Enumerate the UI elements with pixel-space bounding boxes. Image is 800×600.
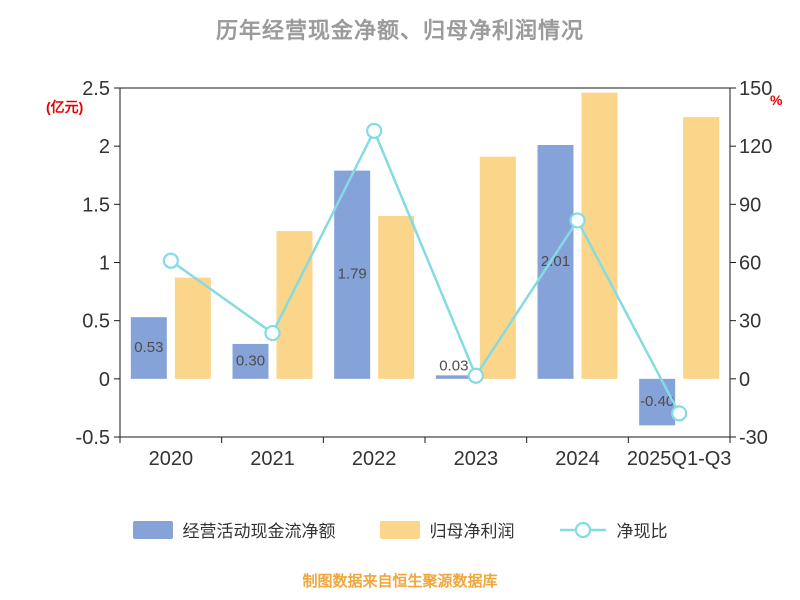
left-axis-tick-label: 1 [99, 253, 110, 275]
legend-line-marker-icon [559, 521, 606, 538]
bar-1-2020 [174, 277, 211, 379]
ratio-line-marker [467, 367, 484, 384]
ratio-line-marker [671, 405, 688, 422]
chart-legend: 经营活动现金流净额 归母净利润 净现比 [0, 517, 800, 542]
plot-frame [119, 87, 731, 438]
right-axis-tick-label: 60 [739, 253, 761, 275]
legend-item-cash-ratio[interactable]: 净现比 [559, 517, 668, 542]
x-axis-tick-label: 2025Q1-Q3 [627, 448, 732, 470]
right-axis-unit-label: % [770, 92, 783, 108]
chart-title: 历年经营现金净额、归母净利润情况 [215, 18, 584, 43]
legend-label-cashflow: 经营活动现金流净额 [182, 522, 336, 541]
left-axis-tick-label: 2 [99, 136, 110, 158]
left-axis-tick-label: 0 [99, 369, 110, 391]
bar-0-2021 [232, 343, 269, 379]
left-axis-tick-label: 2.5 [82, 78, 110, 100]
ratio-line-marker [162, 252, 179, 269]
legend-item-net-profit[interactable]: 归母净利润 [379, 517, 515, 542]
data-source-note: 制图数据来自恒生聚源数据库 [302, 573, 498, 590]
x-axis-tick-label: 2023 [454, 448, 499, 470]
ratio-line-marker [366, 122, 383, 139]
legend-swatch-profit [379, 520, 420, 539]
bar-0-2025Q1-Q3 [639, 378, 676, 426]
left-axis-tick-label: 0.5 [82, 311, 110, 333]
x-axis-tick-label: 2024 [555, 448, 600, 470]
bar-0-2020 [130, 317, 167, 379]
bar-value-label: 0.03 [439, 357, 468, 374]
legend-label-profit: 归母净利润 [429, 522, 515, 541]
bar-1-2025Q1-Q3 [683, 117, 720, 379]
x-axis-tick-label: 2022 [352, 448, 397, 470]
right-axis-tick-label: 0 [739, 369, 750, 391]
bar-value-label: 0.30 [236, 352, 265, 369]
bar-0-2024 [537, 145, 574, 379]
bar-0-2022 [334, 170, 371, 379]
bar-0-2023 [435, 375, 472, 379]
x-axis-tick-label: 2020 [149, 448, 194, 470]
right-axis-tick-label: 30 [739, 311, 761, 333]
ratio-line [170, 127, 681, 414]
left-axis-tick-label: -0.5 [76, 427, 110, 449]
bar-value-label: 0.53 [134, 339, 163, 356]
left-axis-unit-label: (亿元) [46, 99, 84, 115]
legend-item-operating-cashflow[interactable]: 经营活动现金流净额 [132, 517, 336, 542]
right-axis-tick-label: 150 [739, 78, 772, 100]
legend-label-ratio: 净现比 [616, 522, 668, 541]
bar-1-2022 [378, 215, 415, 379]
ratio-line-marker [264, 324, 281, 342]
bar-value-label: -0.40 [640, 393, 674, 410]
right-axis-tick-label: -30 [739, 427, 768, 449]
right-axis-tick-label: 120 [739, 136, 772, 158]
ratio-line-marker [569, 212, 586, 229]
left-axis-tick-label: 1.5 [82, 194, 110, 216]
x-axis-tick-label: 2021 [250, 448, 295, 470]
bar-value-label: 1.79 [338, 266, 367, 283]
legend-swatch-cashflow [132, 520, 173, 539]
right-axis-tick-label: 90 [739, 194, 761, 216]
bar-1-2023 [479, 156, 516, 379]
bar-1-2024 [581, 92, 618, 379]
bar-1-2021 [276, 231, 313, 379]
